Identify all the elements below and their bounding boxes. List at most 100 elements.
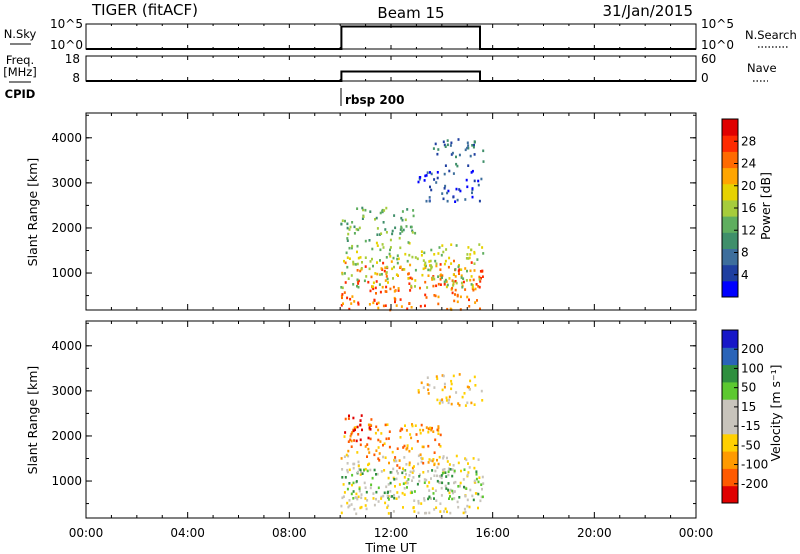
cpid-value: rbsp 200 xyxy=(345,93,404,107)
data-cell xyxy=(464,288,467,291)
data-cell xyxy=(452,374,455,378)
data-cell xyxy=(463,507,466,511)
data-cell xyxy=(475,470,478,473)
data-cell xyxy=(453,299,456,303)
data-cell xyxy=(473,403,476,406)
xaxis-label: Time UT xyxy=(364,540,417,554)
data-cell xyxy=(470,248,473,252)
data-cell xyxy=(376,302,378,306)
data-cell xyxy=(421,273,424,277)
data-cell xyxy=(395,304,398,307)
data-cell xyxy=(341,296,343,300)
data-cell xyxy=(411,277,414,281)
data-cell xyxy=(474,384,477,387)
data-cell xyxy=(364,208,367,212)
data-cell xyxy=(465,458,468,462)
data-cell xyxy=(404,252,407,256)
data-cell xyxy=(416,440,419,443)
data-cell xyxy=(375,292,377,295)
data-cell xyxy=(357,303,360,306)
data-cell xyxy=(463,485,465,489)
data-cell xyxy=(436,458,438,462)
data-cell xyxy=(415,433,418,436)
data-cell xyxy=(459,481,462,485)
data-cell xyxy=(438,246,441,249)
data-cell xyxy=(413,499,416,502)
data-cell xyxy=(389,248,391,252)
data-cell xyxy=(352,260,355,264)
data-cell xyxy=(455,162,458,166)
data-cell xyxy=(455,454,458,458)
data-cell xyxy=(356,269,359,272)
data-cell xyxy=(367,436,370,440)
data-cell xyxy=(356,207,359,210)
data-cell xyxy=(425,511,428,515)
data-cell xyxy=(458,484,461,488)
data-cell xyxy=(363,279,366,283)
data-cell xyxy=(480,389,483,393)
data-cell xyxy=(383,491,386,495)
data-cell xyxy=(448,497,450,500)
data-cell xyxy=(346,256,349,259)
data-cell xyxy=(361,261,363,264)
data-cell xyxy=(453,469,456,473)
data-cell xyxy=(364,256,367,259)
data-cell xyxy=(429,259,432,263)
data-cell xyxy=(389,471,392,474)
data-cell xyxy=(411,423,413,426)
data-cell xyxy=(472,288,475,292)
data-cell xyxy=(471,169,474,173)
data-cell xyxy=(416,482,419,486)
data-cell xyxy=(376,233,379,236)
data-cell xyxy=(422,445,425,449)
y-tick-label: 4000 xyxy=(51,131,82,145)
data-cell xyxy=(365,507,368,511)
data-cell xyxy=(419,431,422,435)
nsky-tick-top: 10^5 xyxy=(50,17,83,31)
data-cell xyxy=(423,481,426,484)
data-cell xyxy=(435,262,438,266)
colorbar-segment xyxy=(722,232,738,249)
data-cell xyxy=(375,449,378,452)
colorbar-segment xyxy=(722,399,738,417)
data-cell xyxy=(348,482,351,485)
data-cell xyxy=(380,267,383,270)
data-cell xyxy=(432,147,435,150)
data-cell xyxy=(392,285,395,289)
data-cell xyxy=(370,418,373,421)
data-cell xyxy=(382,246,385,249)
data-cell xyxy=(460,274,463,277)
data-cell xyxy=(447,189,450,193)
data-cell xyxy=(399,298,402,301)
data-cell xyxy=(441,192,444,195)
data-cell xyxy=(396,472,399,475)
data-cell xyxy=(457,269,460,273)
data-cell xyxy=(351,431,354,434)
data-cell xyxy=(373,503,376,507)
data-cell xyxy=(481,475,484,479)
data-cell xyxy=(423,499,426,502)
data-cell xyxy=(346,265,349,269)
data-cell xyxy=(448,256,451,260)
colorbar-segment xyxy=(722,451,738,469)
data-cell xyxy=(424,293,427,297)
data-cell xyxy=(425,174,428,177)
data-cell xyxy=(444,164,447,167)
data-cell xyxy=(411,491,413,494)
data-cell xyxy=(380,273,383,276)
data-cell xyxy=(424,174,427,178)
data-cell xyxy=(411,466,414,470)
data-cell xyxy=(437,282,440,286)
data-cell xyxy=(350,492,353,496)
data-cell xyxy=(447,265,450,269)
data-cell xyxy=(442,197,445,201)
data-cell xyxy=(456,500,459,504)
data-cell xyxy=(364,239,367,243)
data-cell xyxy=(388,430,391,433)
data-cell xyxy=(392,510,395,513)
data-cell xyxy=(359,443,362,447)
data-cell xyxy=(373,468,376,472)
colorbar-segment xyxy=(722,151,738,169)
data-cell xyxy=(458,188,461,191)
data-cell xyxy=(445,487,448,490)
